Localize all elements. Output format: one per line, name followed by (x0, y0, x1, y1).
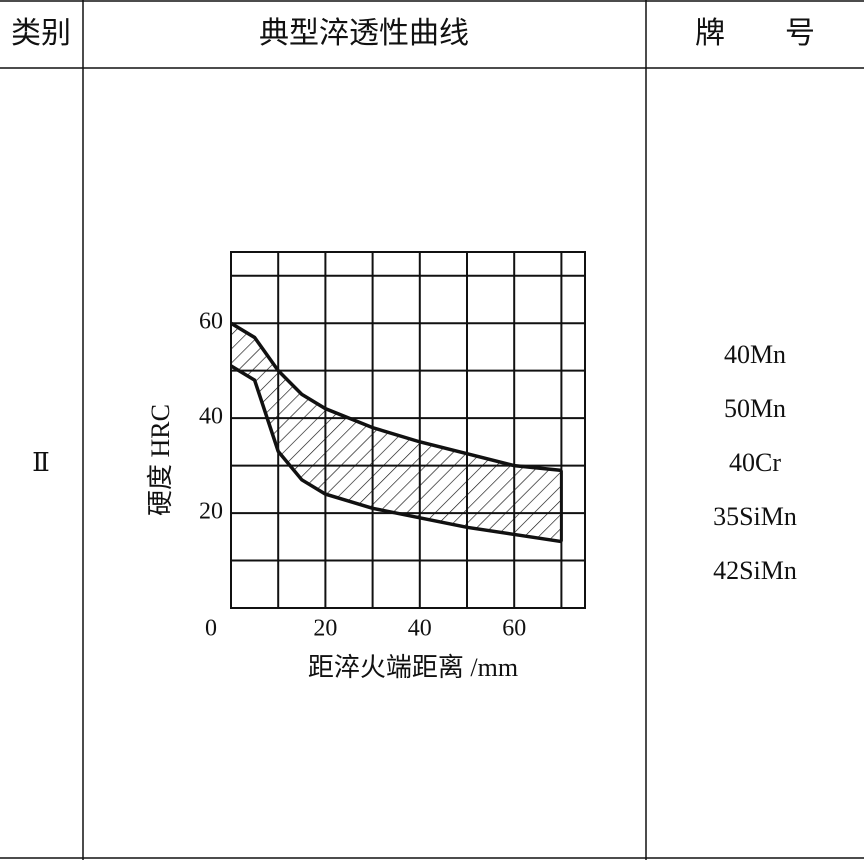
x-tick-label: 20 (313, 616, 337, 642)
header-cell: 牌 号 (695, 17, 815, 50)
grade-cell: 40Mn (724, 340, 786, 369)
header-cell: 典型淬透性曲线 (259, 17, 469, 50)
y-tick-label: 60 (199, 309, 223, 335)
grade-cell: 35SiMn (713, 502, 797, 531)
y-tick-label: 40 (199, 404, 223, 430)
y-tick-label: 20 (199, 499, 223, 525)
x-tick-label: 60 (502, 616, 526, 642)
grade-cell: 40Cr (729, 448, 781, 477)
grade-cell: 50Mn (724, 394, 786, 423)
hatch-band (231, 323, 562, 542)
x-axis-label: 距淬火端距离 /mm (308, 653, 518, 682)
grade-cell: 42SiMn (713, 556, 797, 585)
x-tick-label: 40 (408, 616, 432, 642)
curve (230, 364, 562, 544)
chart: 0 20 40 60 20 40 60 距淬火端距离 /mm 硬度 HRC (146, 251, 586, 682)
grade-list: 40Mn 50Mn 40Cr 35SiMn 42SiMn (713, 340, 797, 585)
y-axis-label: 硬度 HRC (146, 404, 175, 516)
category-cell: Ⅱ (32, 448, 50, 477)
header-cell: 类别 (11, 17, 71, 50)
x-tick-label: 0 (205, 616, 217, 642)
curve (230, 321, 562, 473)
